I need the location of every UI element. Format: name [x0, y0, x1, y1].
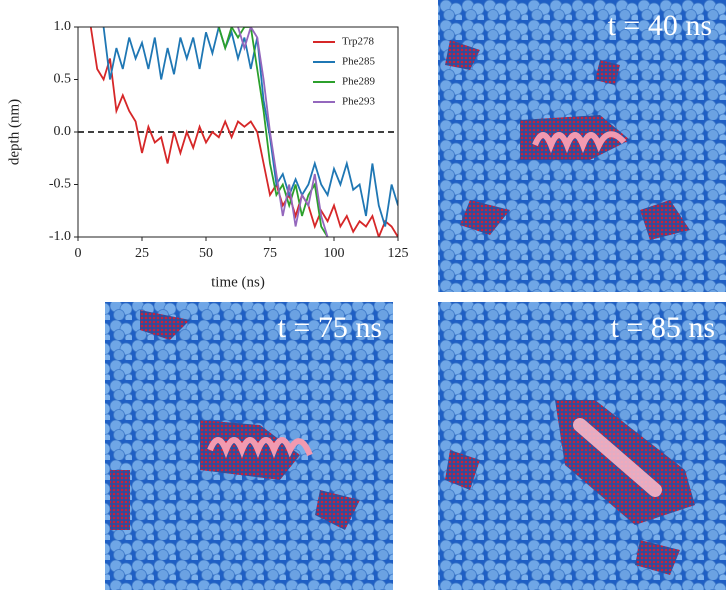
- y-tick-label: 1.0: [54, 19, 72, 34]
- x-tick-label: 50: [199, 246, 213, 261]
- series-line: [237, 27, 329, 237]
- series-line: [89, 27, 398, 237]
- y-axis-label: depth (nm): [6, 99, 22, 165]
- legend-label: Trp278: [342, 36, 374, 48]
- plot-frame: [77, 26, 399, 238]
- panel-label: t = 40 ns: [608, 9, 712, 42]
- x-tick-label: 25: [135, 246, 149, 261]
- series-line: [217, 27, 329, 237]
- x-tick-label: 0: [75, 246, 82, 261]
- x-tick-label: 100: [324, 246, 345, 261]
- series-line: [102, 27, 398, 227]
- snapshot-panel: t = 40 ns: [438, 0, 726, 292]
- x-tick-label: 125: [388, 246, 409, 261]
- snapshot-panel: t = 85 ns: [438, 302, 726, 590]
- legend-label: Phe285: [342, 56, 376, 68]
- y-tick-label: -1.0: [49, 229, 71, 244]
- y-tick-label: 0.0: [54, 124, 72, 139]
- x-tick-label: 75: [263, 246, 277, 261]
- legend-label: Phe293: [342, 96, 376, 108]
- legend-label: Phe289: [342, 76, 376, 88]
- panel-label: t = 85 ns: [611, 311, 715, 344]
- y-tick-label: 0.5: [54, 72, 72, 87]
- panel-label: t = 75 ns: [278, 311, 382, 344]
- x-axis-label: time (ns): [211, 274, 265, 290]
- snapshot-panel: t = 75 ns: [105, 302, 393, 590]
- line-chart: -1.0 -0.5 0.0 0.5 1.0 0 25 50 75 100 125 time (ns) d…: [6, 19, 408, 290]
- y-tick-label: -0.5: [49, 177, 71, 192]
